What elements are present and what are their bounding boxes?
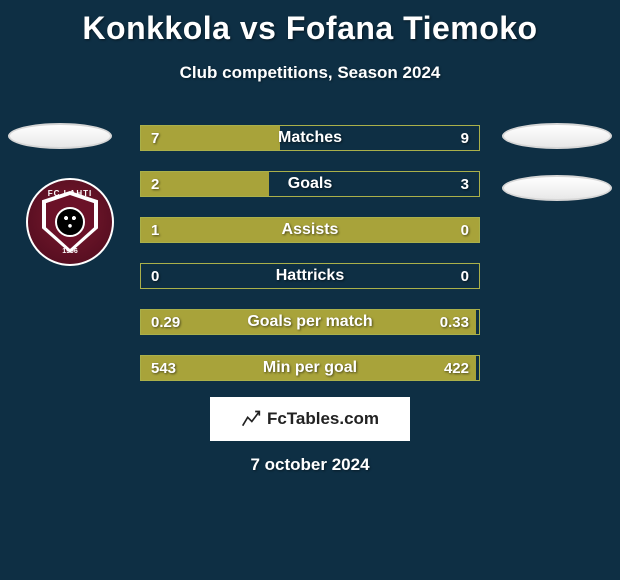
bar-fill-left [141, 172, 269, 196]
bar-fill-left [141, 126, 280, 150]
right-badge-placeholder-2 [502, 175, 612, 201]
chart-icon [241, 409, 261, 429]
bar-row: 543Min per goal422 [140, 355, 480, 381]
bar-row: 0Hattricks0 [140, 263, 480, 289]
bar-fill-left [141, 356, 476, 380]
comparison-chart: 7Matches9 2Goals3 1Assists0 0Hattricks0 0.29… [140, 125, 480, 401]
bar-fill-left [141, 218, 405, 242]
bar-row: 1Assists0 [140, 217, 480, 243]
bar-label: Hattricks [141, 264, 479, 288]
bar-fill-left [141, 310, 476, 334]
branding-label: FcTables.com [267, 409, 379, 429]
bar-value-right: 3 [451, 172, 479, 196]
left-club-logo: FC LAHTI 1996 [26, 178, 114, 266]
bar-value-right: 9 [451, 126, 479, 150]
bar-value-left: 0 [141, 264, 169, 288]
bar-fill-right [405, 218, 479, 242]
club-logo-year: 1996 [33, 248, 107, 255]
branding-box: FcTables.com [210, 397, 410, 441]
bar-row: 0.29Goals per match0.33 [140, 309, 480, 335]
bar-row: 2Goals3 [140, 171, 480, 197]
right-badge-placeholder-1 [502, 123, 612, 149]
bar-value-right: 0 [451, 264, 479, 288]
soccer-ball-icon [55, 207, 85, 237]
date-label: 7 october 2024 [0, 455, 620, 475]
left-badge-placeholder [8, 123, 112, 149]
page-title: Konkkola vs Fofana Tiemoko [0, 0, 620, 47]
bar-row: 7Matches9 [140, 125, 480, 151]
page-subtitle: Club competitions, Season 2024 [0, 63, 620, 83]
